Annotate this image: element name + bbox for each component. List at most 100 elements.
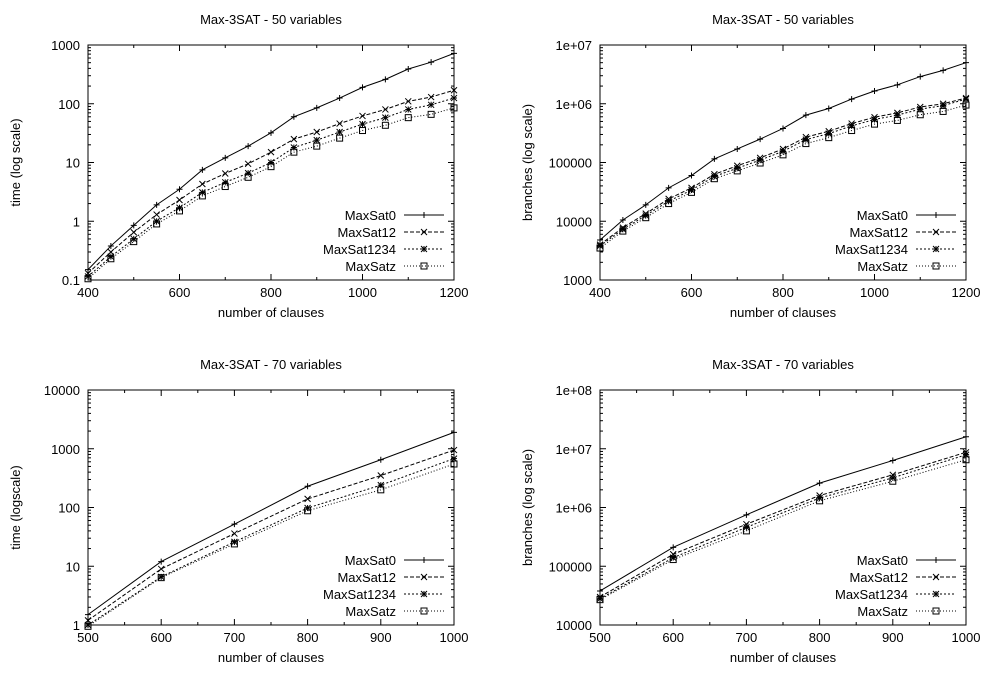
data-point [153,211,160,218]
chart-4: Max-3SAT - 70 variables 500 600 700 800 900 10… [520,357,980,665]
x-tick-label: 800 [772,285,794,300]
data-point [688,188,695,196]
data-point [825,105,832,112]
series-line [599,98,967,247]
legend-label: MaxSat0 [345,208,396,223]
legend-marker [932,573,940,581]
data-point [962,451,970,459]
legend-label: MaxSat12 [337,225,396,240]
legend-marker [420,228,428,236]
data-point [733,167,741,175]
x-axis-label: number of clauses [730,305,837,320]
legend-marker [932,607,940,615]
data-point [597,236,603,243]
series-maxsatz [596,101,970,252]
data-point [84,273,92,280]
legend-label: MaxSatz [857,259,908,274]
legend-label: MaxSatz [857,604,908,619]
data-point [377,481,385,489]
data-point [939,107,947,115]
data-point [404,106,412,113]
data-point [221,183,229,191]
y-tick-label: 10000 [556,618,592,633]
data-point [871,116,878,123]
series-line [87,89,455,274]
data-point [665,197,672,205]
y-tick-label: 1e+08 [555,383,592,398]
series-maxsat1234 [596,451,970,603]
x-tick-label: 800 [260,285,282,300]
data-point [157,574,165,582]
data-point [848,122,855,130]
legend-marker [420,590,428,598]
data-point [107,242,114,249]
data-point [711,155,718,162]
x-tick-label: 900 [370,630,392,645]
data-point [451,429,457,436]
x-tick-label: 600 [150,630,172,645]
data-point [428,59,435,66]
chart-1: Max-3SAT - 50 variables 400 600 800 1000 1200… [8,12,468,320]
data-point [84,275,92,283]
data-point [779,147,787,155]
data-point [359,84,366,91]
series-line [87,431,455,616]
data-point [176,186,183,193]
data-point [619,227,627,235]
data-point [963,433,969,440]
legend-marker [421,212,427,218]
series-maxsat0 [85,50,457,273]
y-tick-label: 1e+07 [555,38,592,53]
data-point [336,128,343,136]
chart-title: Max-3SAT - 50 variables [200,12,342,27]
chart-2: Max-3SAT - 50 variables 400 600 800 1000 1200… [520,12,980,320]
data-point [176,196,183,204]
data-point [268,129,274,136]
series-maxsat12 [596,94,970,248]
data-point [665,200,673,208]
data-point [816,497,824,505]
data-point [619,225,627,233]
data-point [230,540,238,548]
data-point [359,120,366,128]
x-tick-label: 800 [809,630,831,645]
data-point [688,186,695,194]
data-point [199,189,206,196]
y-tick-label: 1e+07 [555,442,592,457]
data-point [153,201,160,208]
y-tick-label: 10000 [44,383,80,398]
data-point [304,495,311,503]
plot-frame [599,389,967,626]
legend-label: MaxSat1234 [323,587,396,602]
x-tick-label: 500 [77,630,99,645]
legend-label: MaxSat12 [337,570,396,585]
data-point [245,143,252,150]
data-point [231,538,238,546]
series-line [599,436,967,592]
legend-marker [932,228,940,236]
data-point [757,136,764,143]
data-point [940,67,947,74]
data-point [743,511,750,518]
y-tick-label: 1 [73,214,80,229]
x-tick-label: 500 [589,630,611,645]
data-point [889,457,896,464]
y-tick-label: 1e+06 [555,501,592,516]
data-point [848,96,855,103]
y-tick-label: 1000 [51,38,80,53]
data-point [107,253,115,260]
series-maxsat12 [596,448,970,601]
legend-marker [932,590,940,598]
data-point [231,521,238,528]
data-point [336,120,343,127]
data-point [670,544,677,551]
data-point [596,242,604,250]
data-point [802,140,810,148]
series-line [599,454,967,600]
y-tick-label: 1000 [51,442,80,457]
legend-label: MaxSat0 [345,553,396,568]
data-point [304,507,312,515]
x-axis-label: number of clauses [730,650,837,665]
data-point [336,95,343,102]
